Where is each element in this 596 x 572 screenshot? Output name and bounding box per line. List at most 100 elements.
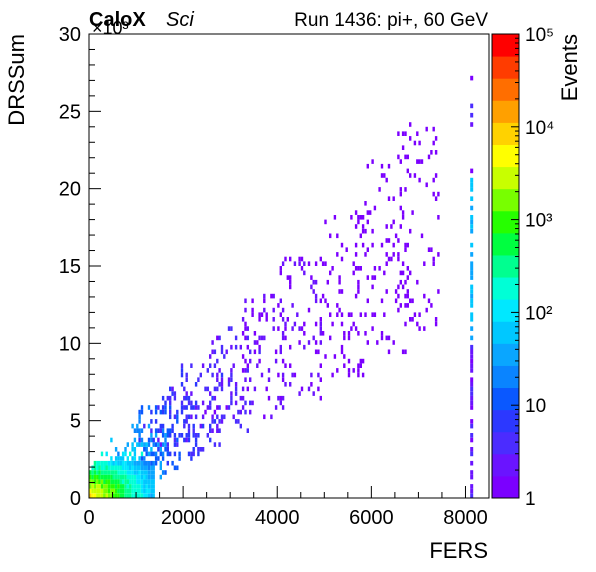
heatmap-bin: [185, 414, 188, 420]
heatmap-bin: [164, 470, 167, 475]
heatmap-bin: [347, 331, 351, 336]
z-tick-label: 10⁵: [525, 25, 554, 46]
heatmap-bin: [213, 419, 217, 424]
heatmap-bin: [183, 437, 186, 443]
heatmap-bin: [312, 279, 315, 285]
heatmap-bin: [366, 247, 369, 252]
heatmap-bin: [401, 131, 405, 136]
heatmap-bin: [279, 298, 282, 304]
heatmap-bin: [357, 219, 360, 225]
heatmap-bin: [138, 414, 141, 420]
heatmap-bin: [204, 409, 207, 415]
heatmap-bin: [432, 191, 435, 197]
heatmap-bin: [93, 479, 97, 484]
color-scale-swatch: [492, 210, 519, 234]
heatmap-bin: [150, 465, 153, 471]
heatmap-bin: [114, 470, 118, 475]
heatmap-bin: [103, 484, 106, 489]
heatmap-bin: [437, 191, 440, 197]
heatmap-bin: [136, 488, 139, 494]
heatmap-bin: [171, 460, 174, 466]
heatmap-bin: [161, 442, 165, 447]
heatmap-bin: [470, 419, 474, 424]
heatmap-bin: [136, 474, 139, 480]
heatmap-bin: [404, 293, 407, 299]
heatmap-bin: [100, 474, 104, 480]
heatmap-bin: [166, 460, 169, 466]
heatmap-bin: [192, 428, 195, 433]
heatmap-bin: [147, 437, 151, 443]
heatmap-bin: [244, 298, 247, 304]
heatmap-bin: [119, 484, 122, 489]
heatmap-bin: [326, 303, 329, 308]
heatmap-bin: [385, 289, 388, 294]
heatmap-bin: [89, 470, 92, 475]
heatmap-bin: [406, 293, 409, 299]
heatmap-bin: [100, 465, 104, 471]
heatmap-bin: [131, 447, 134, 452]
heatmap-bin: [307, 261, 311, 266]
heatmap-bin: [281, 317, 285, 322]
heatmap-bin: [206, 405, 209, 410]
heatmap-bin: [399, 187, 402, 192]
heatmap-bin: [343, 335, 346, 341]
heatmap-bin: [420, 159, 424, 164]
heatmap-bin: [187, 433, 191, 438]
heatmap-bin: [110, 474, 113, 480]
heatmap-bin: [234, 382, 238, 387]
heatmap-bin: [470, 474, 474, 480]
heatmap-bin: [166, 442, 169, 447]
heatmap-bin: [418, 312, 421, 317]
heatmap-bin: [107, 474, 111, 480]
heatmap-bin: [157, 437, 160, 443]
heatmap-bin: [361, 372, 365, 378]
heatmap-bin: [274, 405, 278, 410]
heatmap-bin: [201, 447, 205, 452]
heatmap-bin: [166, 451, 169, 457]
heatmap-bin: [98, 488, 101, 494]
heatmap-bin: [366, 340, 369, 345]
heatmap-bin: [114, 456, 118, 461]
heatmap-bin: [152, 437, 155, 443]
heatmap-bin: [340, 321, 344, 327]
heatmap-bin: [354, 242, 358, 248]
heatmap-bin: [314, 261, 318, 266]
heatmap-bin: [121, 470, 125, 475]
heatmap-bin: [103, 493, 106, 498]
heatmap-bin: [399, 303, 402, 308]
heatmap-bin: [133, 447, 137, 452]
heatmap-bin: [192, 423, 195, 429]
heatmap-bin: [347, 312, 351, 317]
heatmap-bin: [281, 331, 285, 336]
color-scale-swatch: [492, 409, 519, 433]
heatmap-bin: [303, 344, 306, 350]
heatmap-bin: [136, 484, 139, 489]
heatmap-bin: [274, 349, 278, 355]
heatmap-bin: [470, 437, 474, 443]
color-scale-swatch: [492, 475, 519, 499]
heatmap-bin: [105, 493, 108, 498]
heatmap-bin: [319, 331, 322, 336]
heatmap-bin: [209, 428, 212, 433]
heatmap-bin: [241, 354, 245, 359]
heatmap-bin: [319, 317, 322, 322]
heatmap-bin: [300, 326, 304, 331]
heatmap-bin: [126, 493, 129, 498]
heatmap-bin: [159, 447, 162, 452]
heatmap-bin: [404, 154, 407, 160]
heatmap-bin: [164, 442, 167, 447]
heatmap-bin: [105, 488, 108, 494]
heatmap-bin: [392, 242, 395, 248]
heatmap-bin: [380, 331, 384, 336]
heatmap-bin: [117, 488, 120, 494]
heatmap-bin: [190, 414, 193, 420]
heatmap-bin: [310, 284, 313, 290]
heatmap-bin: [124, 470, 127, 475]
heatmap-bin: [437, 252, 440, 257]
heatmap-bin: [143, 460, 146, 466]
heatmap-bin: [126, 456, 129, 461]
heatmap-bin: [136, 428, 139, 433]
heatmap-bin: [197, 447, 200, 452]
heatmap-bin: [131, 465, 134, 471]
heatmap-bin: [112, 479, 115, 484]
